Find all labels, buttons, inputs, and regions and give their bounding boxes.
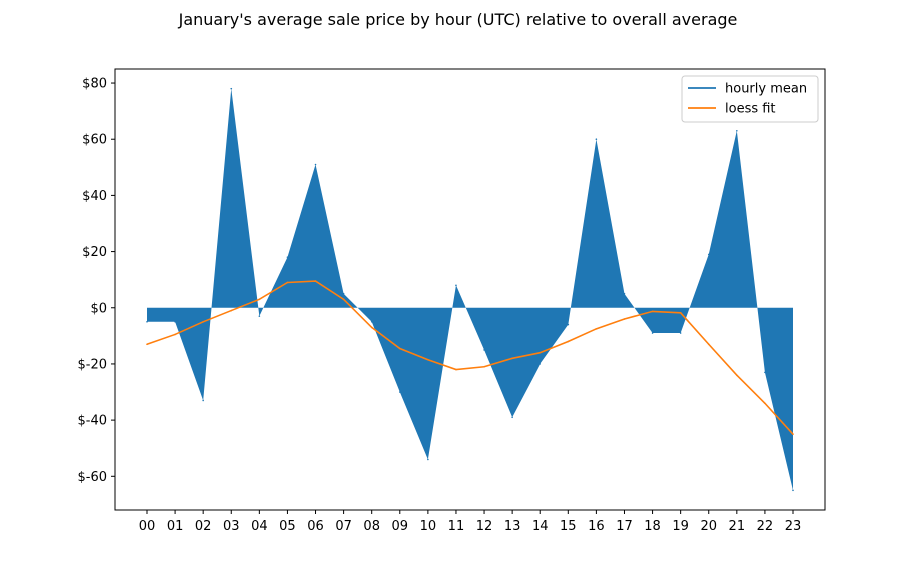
x-tick-label: 11 [448, 519, 465, 534]
x-tick-label: 16 [588, 519, 605, 534]
data-point-hourly-mean [792, 489, 794, 492]
data-point-hourly-mean [230, 87, 233, 90]
data-point-hourly-mean [595, 138, 598, 141]
x-tick-label: 01 [167, 519, 184, 534]
x-tick-label: 21 [729, 519, 746, 534]
x-tick-label: 17 [616, 519, 633, 534]
data-point-hourly-mean [455, 284, 457, 287]
data-point-hourly-mean [286, 256, 289, 258]
data-point-loess-fit [230, 309, 233, 312]
y-tick-label: $40 [82, 189, 107, 204]
x-tick-label: 22 [757, 519, 774, 534]
legend-label: hourly mean [725, 82, 807, 97]
data-point-loess-fit [483, 365, 485, 368]
data-point-loess-fit [398, 347, 401, 350]
data-point-loess-fit [174, 333, 176, 336]
series-line-loess-fit [146, 280, 794, 435]
x-tick-label: 05 [279, 519, 296, 534]
x-tick-label: 23 [785, 519, 802, 534]
x-tick-label: 02 [195, 519, 212, 534]
data-point-loess-fit [342, 298, 345, 301]
y-tick-label: $-60 [77, 470, 107, 485]
data-point-loess-fit [567, 340, 570, 343]
data-point-loess-fit [286, 281, 289, 284]
data-point-hourly-mean [202, 399, 204, 402]
data-point-loess-fit [370, 326, 373, 329]
data-point-hourly-mean [539, 363, 542, 365]
data-point-hourly-mean [651, 332, 654, 334]
chart-title: January's average sale price by hour (UT… [178, 10, 738, 29]
x-tick-label: 07 [335, 519, 352, 534]
plot-frame [114, 68, 826, 511]
x-tick-label: 10 [420, 519, 437, 534]
x-tick-label: 14 [532, 519, 549, 534]
data-point-loess-fit [427, 358, 429, 361]
x-tick-label: 03 [223, 519, 240, 534]
x-tick-label: 06 [307, 519, 324, 534]
data-point-loess-fit [736, 374, 738, 376]
data-point-hourly-mean [679, 332, 682, 334]
plot-area [146, 87, 794, 492]
x-axis: 00 01 02 03 04 05 06 07 08 09 10 11 12 13 14 15 16 17 18 19… [139, 510, 802, 534]
data-point-loess-fit [511, 357, 513, 360]
legend: hourly mean loess fit [681, 75, 819, 123]
x-tick-label: 19 [672, 519, 689, 534]
y-axis: $80 $60 $40 $20 $0 $-20 $-40 $-60 [77, 77, 115, 485]
x-tick-label: 15 [560, 519, 577, 534]
data-point-loess-fit [314, 280, 317, 282]
data-point-loess-fit [651, 310, 654, 313]
data-point-hourly-mean [427, 458, 429, 461]
data-point-hourly-mean [483, 349, 485, 351]
data-point-hourly-mean [314, 163, 317, 166]
data-point-hourly-mean [623, 292, 626, 295]
data-point-loess-fit [792, 433, 794, 435]
x-tick-label: 09 [392, 519, 409, 534]
data-point-loess-fit [146, 343, 148, 346]
x-tick-label: 00 [139, 519, 156, 534]
y-tick-label: $-40 [77, 414, 107, 429]
data-point-loess-fit [595, 328, 598, 330]
data-point-loess-fit [539, 351, 542, 354]
y-tick-label: $20 [82, 245, 107, 260]
x-tick-label: 20 [700, 519, 717, 534]
data-point-hourly-mean [707, 253, 710, 256]
x-tick-label: 13 [504, 519, 521, 534]
x-tick-label: 08 [363, 519, 380, 534]
x-tick-label: 12 [476, 519, 493, 534]
y-tick-label: $0 [90, 301, 107, 316]
data-point-hourly-mean [370, 321, 373, 323]
data-point-hourly-mean [736, 129, 738, 132]
data-point-loess-fit [623, 318, 626, 320]
data-point-hourly-mean [511, 416, 513, 419]
data-point-hourly-mean [258, 315, 261, 317]
data-point-loess-fit [707, 343, 710, 346]
data-point-hourly-mean [146, 321, 148, 323]
data-point-hourly-mean [567, 323, 570, 326]
data-point-loess-fit [679, 312, 682, 314]
x-tick-label: 18 [644, 519, 661, 534]
data-point-hourly-mean [764, 371, 766, 374]
y-tick-label: $80 [82, 77, 107, 92]
y-tick-label: $60 [82, 133, 107, 148]
series-area-hourly-mean [147, 88, 793, 491]
y-tick-label: $-20 [77, 357, 107, 372]
data-point-hourly-mean [174, 321, 176, 323]
data-point-hourly-mean [398, 391, 401, 393]
legend-label: loess fit [725, 102, 776, 117]
data-point-loess-fit [455, 368, 457, 371]
x-tick-label: 04 [251, 519, 268, 534]
data-point-loess-fit [258, 298, 261, 301]
data-point-hourly-mean [342, 292, 345, 295]
data-point-loess-fit [764, 402, 766, 405]
data-point-loess-fit [202, 321, 204, 323]
